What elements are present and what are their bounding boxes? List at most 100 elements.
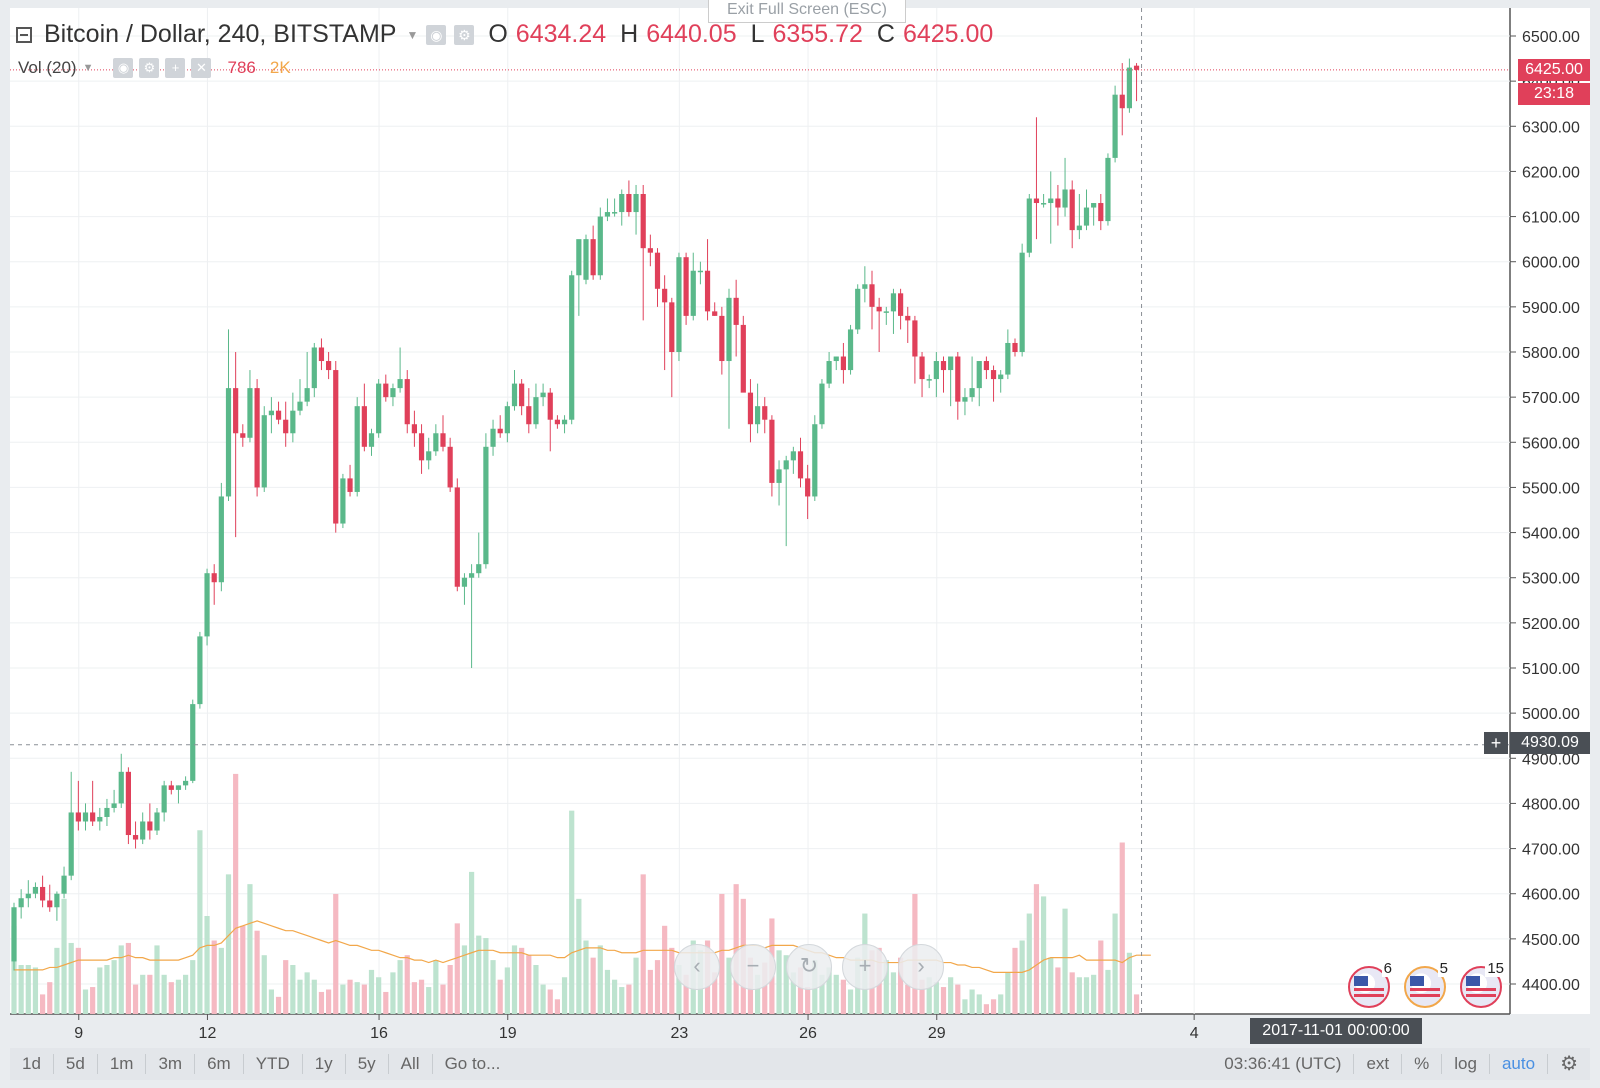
candle-body <box>969 388 975 398</box>
candle-body <box>454 487 460 587</box>
volume-bar <box>454 923 460 1014</box>
candle-body <box>676 257 682 352</box>
chevron-left-icon[interactable]: ‹ <box>674 944 720 990</box>
candle-body <box>554 419 560 425</box>
volume-bar <box>225 874 232 1014</box>
event-count: 15 <box>1485 960 1506 977</box>
candle-body <box>762 406 768 420</box>
chevron-down-icon[interactable]: ▼ <box>406 27 419 42</box>
utc-clock[interactable]: 03:36:41 (UTC) <box>1212 1054 1355 1074</box>
candle-body <box>147 821 153 831</box>
range-1m[interactable]: 1m <box>98 1054 147 1074</box>
volume-bar <box>962 999 968 1014</box>
candle-body <box>469 573 475 578</box>
volume-bar <box>247 884 253 1014</box>
minus-icon[interactable]: − <box>730 944 776 990</box>
price-tick-label: 4400.00 <box>1522 977 1580 994</box>
range-5y[interactable]: 5y <box>346 1054 389 1074</box>
volume-bar <box>326 989 332 1014</box>
chevron-down-icon[interactable]: ▼ <box>82 62 94 74</box>
range-ytd[interactable]: YTD <box>244 1054 303 1074</box>
volume-bar <box>183 974 189 1014</box>
candle-body <box>883 311 889 313</box>
candle-body <box>476 564 482 574</box>
volume-bar <box>1126 952 1132 1014</box>
candle-body <box>340 478 346 524</box>
auto-toggle[interactable]: auto <box>1490 1054 1549 1074</box>
plus-icon[interactable]: + <box>165 58 186 78</box>
candle-body <box>104 807 110 817</box>
volume-bar <box>733 884 739 1014</box>
candle-body <box>1012 342 1018 352</box>
range-6m[interactable]: 6m <box>195 1054 244 1074</box>
plus-icon[interactable]: + <box>842 944 888 990</box>
candle-body <box>561 419 568 425</box>
range-3m[interactable]: 3m <box>146 1054 196 1074</box>
gear-icon[interactable]: ⚙ <box>139 58 160 78</box>
candle-body <box>1091 203 1097 208</box>
symbol-title[interactable]: Bitcoin / Dollar, 240, BITSTAMP <box>44 20 397 48</box>
volume-bar <box>604 969 611 1014</box>
volume-bar <box>990 999 997 1014</box>
volume-bar <box>104 965 110 1014</box>
candle-body <box>933 361 939 380</box>
volume-bar <box>511 945 518 1014</box>
candle-body <box>669 302 675 352</box>
log-toggle[interactable]: log <box>1442 1054 1490 1074</box>
candle-body <box>161 785 167 813</box>
volume-bar <box>533 965 539 1014</box>
chevron-right-icon[interactable]: › <box>898 944 944 990</box>
volume-bar <box>118 945 124 1014</box>
goto-button[interactable]: Go to... <box>444 1054 501 1073</box>
us-flag-icon[interactable]: 15 <box>1460 960 1506 1008</box>
gear-icon[interactable]: ⚙ <box>1560 1053 1578 1075</box>
candle-body <box>11 907 17 962</box>
candle-body <box>597 216 603 276</box>
volume-bar <box>554 999 560 1014</box>
close-icon[interactable]: ✕ <box>191 58 212 78</box>
range-1y[interactable]: 1y <box>303 1054 346 1074</box>
volume-bar <box>1076 977 1082 1014</box>
candle-body <box>211 573 217 583</box>
volume-bar <box>1105 969 1111 1014</box>
volume-bar <box>483 938 489 1014</box>
volume-bar <box>819 974 825 1014</box>
volume-bar <box>840 979 846 1014</box>
exit-fullscreen-button[interactable]: Exit Full Screen (ESC) <box>708 0 906 23</box>
gear-icon[interactable]: ⚙ <box>454 24 475 45</box>
add-alert-button[interactable]: + <box>1484 732 1508 754</box>
range-1d[interactable]: 1d <box>10 1054 54 1074</box>
candle-body <box>433 433 439 452</box>
percent-toggle[interactable]: % <box>1402 1054 1443 1074</box>
time-tick-label: 9 <box>74 1025 83 1042</box>
candle-body <box>483 446 489 565</box>
candle-body <box>68 812 74 876</box>
us-flag-icon[interactable]: 5 <box>1404 960 1450 1008</box>
price-tick-label: 5000.00 <box>1522 706 1580 723</box>
eye-icon[interactable]: ◉ <box>113 58 134 78</box>
price-tick-label: 4600.00 <box>1522 887 1580 904</box>
candle-body <box>790 451 796 461</box>
volume-bar <box>712 972 718 1014</box>
price-axis[interactable] <box>1510 8 1590 1014</box>
us-flag-icon[interactable]: 6 <box>1348 960 1394 1008</box>
eye-icon[interactable]: ◉ <box>426 24 447 45</box>
volume-bar <box>311 979 317 1014</box>
candle-body <box>812 424 818 497</box>
reset-icon[interactable]: ↻ <box>786 944 832 990</box>
time-tick-labels: 9 12 16 19 23 26 29 4 <box>74 1014 1199 1042</box>
volume-bar <box>726 957 732 1014</box>
volume-bar <box>268 989 274 1014</box>
volume-bar <box>47 982 53 1014</box>
volume-bar <box>32 967 39 1014</box>
volume-bar <box>75 947 81 1014</box>
volume-bar <box>154 945 160 1014</box>
volume-title[interactable]: Vol (20) <box>18 58 77 77</box>
range-5d[interactable]: 5d <box>54 1054 98 1074</box>
ext-toggle[interactable]: ext <box>1354 1054 1403 1074</box>
candle-body <box>1055 198 1061 208</box>
collapse-icon[interactable] <box>16 26 32 43</box>
volume-bar <box>905 984 911 1014</box>
range-all[interactable]: All <box>389 1054 433 1074</box>
